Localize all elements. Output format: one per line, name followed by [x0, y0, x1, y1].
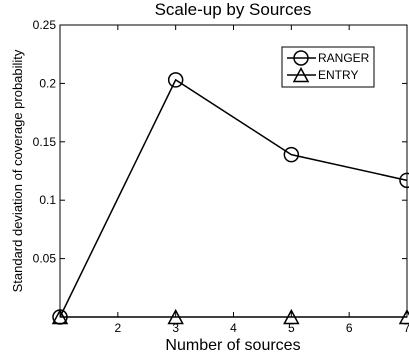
x-tick-label: 7 [404, 321, 409, 335]
x-tick-label: 6 [346, 321, 353, 335]
legend-marker-triangle [292, 66, 310, 83]
axis-ticks: 2 3 4 5 6 7 0.05 0.1 0.15 0.2 0.25 [33, 18, 409, 335]
legend-item-ranger: RANGER [287, 50, 370, 66]
data-point-ranger [399, 172, 409, 189]
x-tick-label: 4 [230, 321, 237, 335]
legend-item-entry: ENTRY [287, 66, 358, 83]
x-tick-label: 3 [172, 321, 179, 335]
data-point-entry [283, 308, 300, 325]
legend-label: RANGER [318, 51, 370, 65]
x-axis-label: Number of sources [165, 337, 300, 354]
legend: RANGER ENTRY [281, 46, 375, 88]
x-tick-label: 5 [288, 321, 295, 335]
data-point-entry [398, 308, 409, 325]
legend-label: ENTRY [318, 68, 358, 82]
data-point-ranger [283, 146, 300, 163]
y-tick-label: 0.05 [33, 252, 57, 266]
series-entry [51, 308, 409, 325]
legend-marker-circle [293, 50, 309, 66]
legend-box [281, 46, 375, 88]
y-tick-label: 0.2 [39, 76, 56, 90]
y-tick-label: 0.1 [39, 193, 56, 207]
series-layer [51, 72, 409, 325]
y-tick-label: 0.25 [33, 18, 57, 32]
y-axis-label: Standard deviation of coverage probabili… [10, 49, 25, 292]
y-tick-label: 0.15 [33, 135, 57, 149]
chart-title: Scale-up by Sources [155, 0, 312, 19]
x-tick-label: 2 [114, 321, 121, 335]
data-point-entry [51, 308, 69, 325]
data-point-entry [167, 308, 184, 325]
data-point-ranger [167, 72, 184, 88]
series-line-ranger [59, 78, 408, 318]
